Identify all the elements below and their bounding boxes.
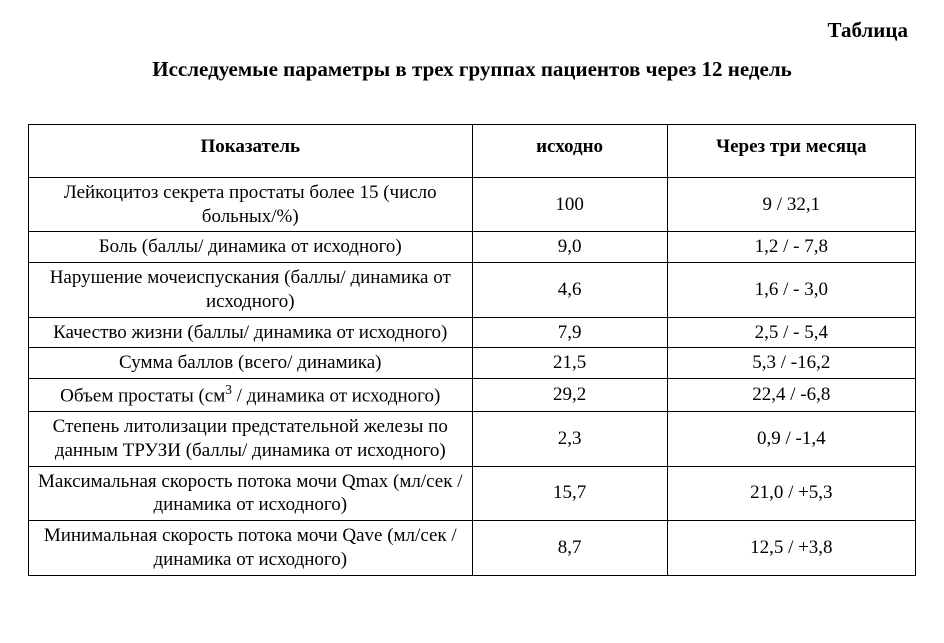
cell-parameter: Объем простаты (см3 / динамика от исходн… — [29, 379, 473, 412]
page-title: Исследуемые параметры в трех группах пац… — [28, 57, 916, 82]
table-row: Максимальная скорость потока мочи Qmax (… — [29, 466, 916, 521]
cell-baseline: 8,7 — [472, 521, 667, 576]
table-header-row: Показатель исходно Через три месяца — [29, 125, 916, 178]
cell-baseline: 21,5 — [472, 348, 667, 379]
cell-baseline: 29,2 — [472, 379, 667, 412]
table-row: Лейкоцитоз секрета простаты более 15 (чи… — [29, 177, 916, 232]
cell-after: 22,4 / -6,8 — [667, 379, 915, 412]
cell-after: 9 / 32,1 — [667, 177, 915, 232]
cell-parameter: Качество жизни (баллы/ динамика от исход… — [29, 317, 473, 348]
cell-parameter: Боль (баллы/ динамика от исходного) — [29, 232, 473, 263]
table-label: Таблица — [28, 18, 908, 43]
cell-parameter: Минимальная скорость потока мочи Qave (м… — [29, 521, 473, 576]
table-row: Сумма баллов (всего/ динамика) 21,5 5,3 … — [29, 348, 916, 379]
cell-parameter: Лейкоцитоз секрета простаты более 15 (чи… — [29, 177, 473, 232]
parameters-table: Показатель исходно Через три месяца Лейк… — [28, 124, 916, 576]
table-row: Качество жизни (баллы/ динамика от исход… — [29, 317, 916, 348]
col-header-after: Через три месяца — [667, 125, 915, 178]
col-header-baseline: исходно — [472, 125, 667, 178]
table-row: Боль (баллы/ динамика от исходного) 9,0 … — [29, 232, 916, 263]
table-body: Лейкоцитоз секрета простаты более 15 (чи… — [29, 177, 916, 575]
cell-baseline: 7,9 — [472, 317, 667, 348]
cell-after: 2,5 / - 5,4 — [667, 317, 915, 348]
cell-parameter: Степень литолизации предстательной желез… — [29, 412, 473, 467]
cell-after: 21,0 / +5,3 — [667, 466, 915, 521]
col-header-parameter: Показатель — [29, 125, 473, 178]
table-row: Степень литолизации предстательной желез… — [29, 412, 916, 467]
table-row: Объем простаты (см3 / динамика от исходн… — [29, 379, 916, 412]
cell-baseline: 15,7 — [472, 466, 667, 521]
cell-after: 1,2 / - 7,8 — [667, 232, 915, 263]
cell-baseline: 4,6 — [472, 263, 667, 318]
cell-after: 5,3 / -16,2 — [667, 348, 915, 379]
cell-baseline: 9,0 — [472, 232, 667, 263]
cell-parameter: Нарушение мочеиспускания (баллы/ динамик… — [29, 263, 473, 318]
cell-after: 12,5 / +3,8 — [667, 521, 915, 576]
cell-after: 0,9 / -1,4 — [667, 412, 915, 467]
cell-after: 1,6 / - 3,0 — [667, 263, 915, 318]
table-row: Нарушение мочеиспускания (баллы/ динамик… — [29, 263, 916, 318]
table-row: Минимальная скорость потока мочи Qave (м… — [29, 521, 916, 576]
cell-parameter: Максимальная скорость потока мочи Qmax (… — [29, 466, 473, 521]
cell-baseline: 100 — [472, 177, 667, 232]
cell-parameter: Сумма баллов (всего/ динамика) — [29, 348, 473, 379]
cell-baseline: 2,3 — [472, 412, 667, 467]
